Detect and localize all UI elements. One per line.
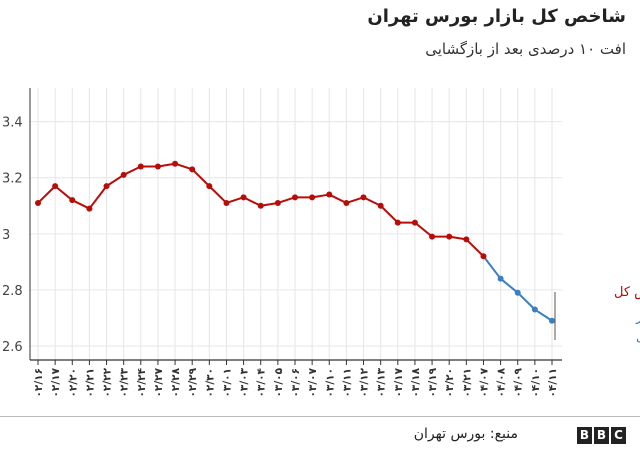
data-point (240, 194, 247, 201)
x-tick-label: ۰۳/۰۷ (307, 367, 319, 397)
chart-subtitle: افت ۱۰ درصدی بعد از بازگشایی (425, 40, 626, 58)
data-point (411, 219, 418, 226)
data-point (274, 199, 281, 206)
x-tick-label: ۰۲/۲۰ (67, 368, 79, 397)
x-tick-label: ۰۲/۲۱ (84, 368, 96, 397)
data-point (463, 236, 470, 243)
legend-label-after-reopening: شاخص بعد از (635, 310, 640, 325)
x-tick-label: ۰۳/۰۴ (256, 367, 268, 397)
data-point (292, 194, 298, 201)
y-tick-label: 2.6 (2, 340, 23, 355)
data-point (549, 317, 555, 324)
x-tick-label: ۰۲/۲۳ (119, 367, 131, 397)
data-point (206, 183, 213, 190)
data-point (189, 166, 196, 173)
x-tick-label: ۰۲/۲۷ (153, 367, 165, 397)
x-tick-label: ۰۲/۱۶ (33, 368, 45, 397)
bbc-logo: B B C (577, 427, 626, 444)
data-point (103, 183, 110, 190)
data-point (377, 202, 384, 209)
x-tick-label: ۰۲/۱۷ (50, 367, 62, 397)
bbc-logo-letter: C (611, 427, 626, 444)
data-point (480, 253, 487, 260)
x-tick-label: ۰۳/۰۳ (239, 367, 251, 397)
x-tick-label: ۰۳/۰۶ (290, 368, 302, 397)
x-tick-label: ۰۳/۱۳ (376, 367, 388, 397)
x-tick-label: ۰۲/۲۹ (187, 367, 199, 397)
data-point (172, 160, 179, 167)
data-point (257, 202, 264, 209)
bbc-logo-letter: B (577, 427, 592, 444)
data-point (429, 233, 436, 240)
x-tick-label: ۰۲/۲۸ (170, 367, 182, 397)
data-point (497, 275, 504, 282)
y-tick-label: 3.4 (2, 116, 23, 131)
source-note: منبع: بورس تهران (413, 426, 518, 442)
x-tick-label: ۰۳/۱۰ (324, 368, 336, 397)
data-point (343, 199, 350, 206)
chart-title: شاخص کل بازار بورس تهران (367, 6, 626, 27)
x-tick-label: ۰۳/۲۰ (444, 368, 456, 397)
x-tick-label: ۰۳/۱۸ (410, 367, 422, 397)
x-tick-label: ۰۳/۱۹ (427, 367, 439, 397)
y-tick-label: 3 (2, 228, 10, 243)
data-point (531, 306, 538, 313)
x-tick-label: ۰۴/۰۸ (496, 367, 508, 397)
data-point (154, 163, 161, 170)
data-point (120, 171, 127, 178)
data-point (309, 194, 316, 201)
legend-label-after-reopening-line2: بازگشایی (636, 329, 640, 345)
y-tick-label: 3.2 (2, 172, 23, 187)
data-point (86, 205, 93, 212)
data-point (52, 183, 59, 190)
x-tick-label: ۰۳/۰۱ (221, 368, 233, 397)
data-point (446, 233, 453, 240)
data-point (223, 199, 230, 206)
x-tick-label: ۰۳/۲۱ (461, 368, 473, 397)
x-tick-label: ۰۴/۱۰ (530, 368, 542, 397)
x-tick-label: ۰۲/۳۰ (204, 368, 216, 397)
y-tick-label: 2.8 (2, 284, 23, 299)
data-point (137, 163, 144, 170)
x-tick-label: ۰۳/۱۱ (341, 368, 353, 397)
data-point (514, 289, 521, 296)
x-tick-label: ۰۲/۲۲ (102, 367, 114, 397)
x-tick-label: ۰۳/۱۲ (359, 367, 371, 397)
data-point (326, 191, 333, 198)
bbc-logo-letter: B (594, 427, 609, 444)
legend-label-total-index: شاخص کل (614, 285, 640, 300)
x-tick-label: ۰۴/۰۹ (513, 367, 525, 397)
data-point (394, 219, 401, 226)
data-point (360, 194, 367, 201)
footer-divider (0, 416, 640, 417)
x-tick-label: ۰۲/۲۴ (136, 367, 148, 397)
data-point (35, 199, 41, 206)
data-point (69, 197, 76, 204)
x-tick-label: ۰۴/۰۷ (478, 367, 490, 397)
x-tick-label: ۰۴/۱۱ (547, 368, 559, 397)
x-tick-label: ۰۳/۰۵ (273, 367, 285, 397)
x-tick-label: ۰۳/۱۷ (393, 367, 405, 397)
